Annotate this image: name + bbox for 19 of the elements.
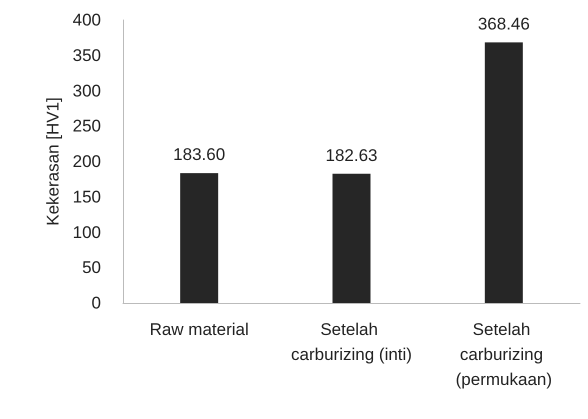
bar	[332, 174, 370, 303]
y-tick-label: 400	[72, 10, 101, 30]
data-label: 182.63	[326, 146, 378, 165]
bar	[180, 173, 218, 303]
y-tick-label: 250	[72, 116, 101, 136]
y-tick-label: 350	[72, 46, 101, 65]
y-tick-label: 50	[82, 258, 101, 278]
y-tick-label: 300	[72, 81, 101, 100]
x-tick-label: Setelah carburizing (inti)	[291, 320, 412, 364]
y-tick-label: 100	[72, 222, 101, 242]
data-label: 368.46	[478, 14, 530, 34]
y-axis-title: Kekerasan [HV1]	[44, 97, 63, 226]
y-tick-label: 200	[72, 152, 101, 171]
bar	[484, 42, 523, 303]
x-tick-label: Raw material	[150, 320, 249, 339]
y-tick-label: 0	[92, 294, 101, 312]
data-label: 183.60	[173, 145, 226, 164]
y-tick-label: 150	[72, 187, 101, 206]
x-tick-label: Setelah carburizing (permukaan)	[456, 320, 552, 389]
